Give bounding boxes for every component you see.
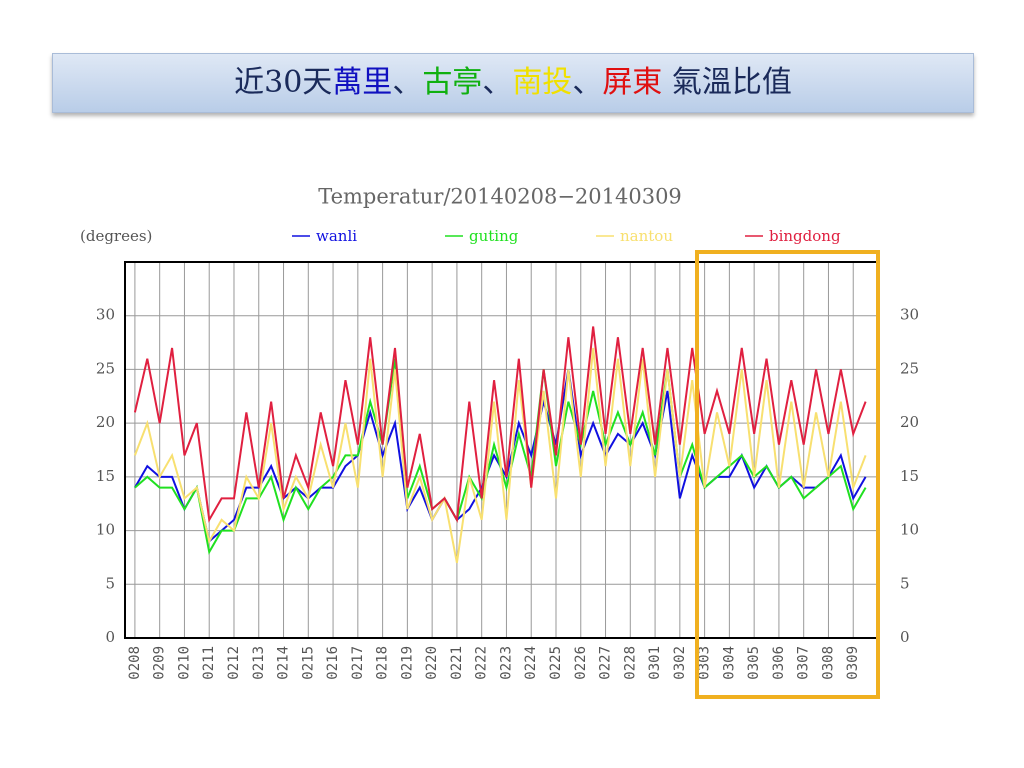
title-part: 、	[572, 65, 603, 100]
x-tick-label: 0303	[697, 646, 713, 680]
legend-label: bingdong	[769, 227, 841, 245]
y2-tick-label: 25	[900, 359, 919, 377]
legend-label: wanli	[316, 227, 357, 245]
y-tick-label: 15	[96, 467, 115, 485]
x-tick-label: 0308	[820, 646, 836, 680]
x-tick-label: 0224	[523, 646, 539, 680]
x-tick-label: 0223	[498, 646, 514, 680]
series-line	[133, 347, 867, 563]
x-tick-label: 0218	[375, 646, 391, 680]
x-tick-label: 0209	[152, 646, 168, 680]
x-tick-label: 0221	[449, 646, 465, 680]
x-tick-label: 0228	[622, 646, 638, 680]
x-tick-label: 0306	[771, 646, 787, 680]
x-tick-label: 0309	[845, 646, 861, 680]
y-axis-label: (degrees)	[80, 227, 152, 245]
y2-tick-label: 15	[900, 467, 919, 485]
x-tick-label: 0225	[548, 646, 564, 680]
x-tick-label: 0219	[399, 646, 415, 680]
title-part: 南投	[512, 65, 573, 100]
x-tick-label: 0217	[350, 646, 366, 680]
x-tick-label: 0304	[721, 646, 737, 680]
y2-tick-label: 5	[900, 574, 910, 592]
y-tick-label: 5	[105, 574, 115, 592]
x-tick-label: 0305	[746, 646, 762, 680]
x-tick-label: 0301	[647, 646, 663, 680]
y2-tick-label: 20	[900, 413, 919, 431]
y2-tick-label: 0	[900, 628, 910, 646]
y-tick-label: 0	[105, 628, 115, 646]
series-line	[133, 326, 867, 523]
plot-frame	[124, 261, 879, 639]
x-tick-label: 0302	[672, 646, 688, 680]
x-tick-label: 0222	[474, 646, 490, 680]
x-tick-label: 0210	[176, 646, 192, 680]
x-tick-label: 0212	[226, 646, 242, 680]
x-tick-label: 0211	[201, 646, 217, 680]
x-tick-label: 0213	[251, 646, 267, 680]
y2-tick-label: 10	[900, 521, 919, 539]
x-tick-label: 0214	[276, 646, 292, 680]
highlight-box	[695, 250, 880, 699]
title-part: 、	[482, 65, 513, 100]
title-part: 、	[392, 65, 423, 100]
legend-label: nantou	[620, 227, 673, 245]
title-banner: 近30天萬里、古亭、南投、屏東 氣溫比值	[52, 53, 974, 113]
x-tick-label: 0226	[573, 646, 589, 680]
y-tick-label: 10	[96, 521, 115, 539]
x-tick-label: 0307	[796, 646, 812, 680]
title-part: 屏東	[602, 65, 663, 100]
title-part: 萬里	[332, 65, 393, 100]
title-part: 近30天	[234, 65, 333, 100]
x-tick-label: 0220	[424, 646, 440, 680]
x-tick-label: 0227	[598, 646, 614, 680]
y-tick-label: 25	[96, 359, 115, 377]
legend-label: guting	[469, 227, 519, 245]
title-part: 氣溫比值	[662, 65, 792, 100]
y2-tick-label: 30	[900, 306, 919, 324]
y-tick-label: 20	[96, 413, 115, 431]
x-tick-label: 0216	[325, 646, 341, 680]
chart-title: Temperatur/20140208−20140309	[318, 185, 682, 209]
title-part: 古亭	[422, 65, 483, 100]
x-tick-label: 0215	[300, 646, 316, 680]
y-tick-label: 30	[96, 306, 115, 324]
x-tick-label: 0208	[127, 646, 143, 680]
